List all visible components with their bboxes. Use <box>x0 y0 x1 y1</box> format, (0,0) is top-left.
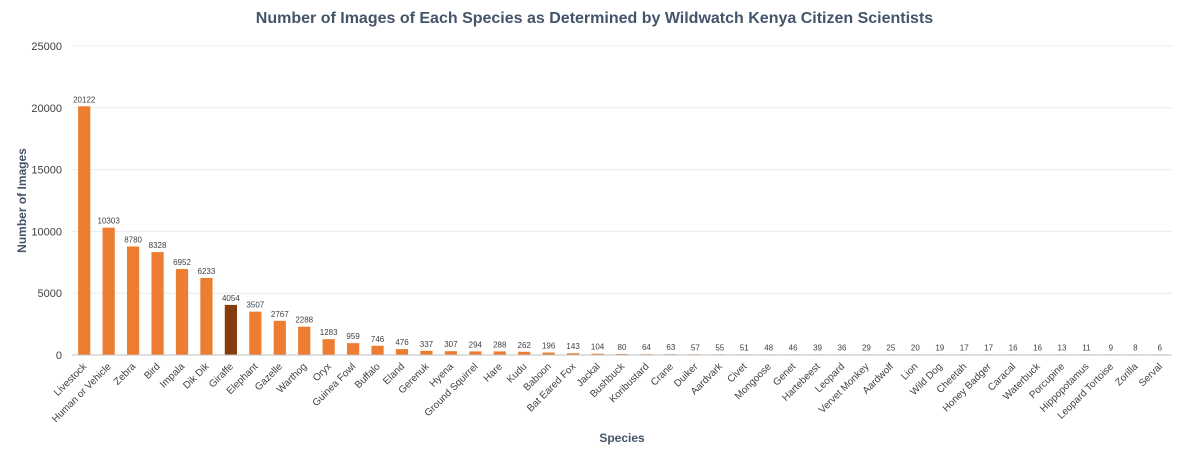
bars <box>78 106 1166 355</box>
data-label: 10303 <box>98 217 121 226</box>
data-label: 3507 <box>246 301 264 310</box>
data-label: 262 <box>518 341 532 350</box>
x-axis-title: Species <box>599 431 645 445</box>
data-label: 476 <box>395 338 409 347</box>
x-tick-label: Zorilla <box>1113 361 1140 388</box>
bar <box>78 106 91 355</box>
data-label: 48 <box>764 343 773 352</box>
data-label: 4054 <box>222 294 240 303</box>
data-label: 746 <box>371 335 385 344</box>
data-label: 64 <box>642 343 651 352</box>
gridlines <box>72 45 1172 294</box>
y-tick-label: 0 <box>56 350 62 362</box>
y-tick-label: 5000 <box>38 288 62 300</box>
bar <box>249 311 262 355</box>
x-tick-label: Crane <box>649 361 676 388</box>
data-label: 8328 <box>149 241 167 250</box>
y-axis-ticks: 0 5000 10000 15000 20000 25000 <box>31 41 62 362</box>
bar <box>151 252 164 355</box>
x-tick-label: Hare <box>482 361 505 384</box>
data-label: 6233 <box>198 267 216 276</box>
data-label: 6952 <box>173 258 191 267</box>
data-label: 17 <box>984 343 993 352</box>
data-label: 36 <box>838 343 847 352</box>
x-tick-label: Buffalo <box>353 361 383 391</box>
data-label: 19 <box>935 343 944 352</box>
bar <box>224 304 237 355</box>
data-label: 16 <box>1033 343 1042 352</box>
data-label: 17 <box>960 343 969 352</box>
bar <box>469 351 482 355</box>
data-label: 13 <box>1058 343 1067 352</box>
data-label: 1283 <box>320 328 338 337</box>
data-label: 6 <box>1158 343 1163 352</box>
bar <box>395 349 409 355</box>
y-tick-label: 10000 <box>31 226 62 238</box>
bar <box>567 353 580 355</box>
bar <box>175 269 189 355</box>
bar <box>518 351 531 355</box>
data-label: 57 <box>691 343 700 352</box>
bar <box>371 345 384 355</box>
data-label: 29 <box>862 343 871 352</box>
y-tick-label: 15000 <box>31 165 62 177</box>
x-tick-label: Bird <box>142 361 162 381</box>
data-label: 8780 <box>124 235 142 244</box>
data-label: 143 <box>566 342 580 351</box>
x-tick-label: Zebra <box>112 361 139 388</box>
bar <box>322 339 335 355</box>
bar <box>420 350 433 355</box>
data-label: 55 <box>715 343 724 352</box>
y-tick-label: 25000 <box>31 41 62 53</box>
data-label: 63 <box>666 343 675 352</box>
bar <box>591 353 604 355</box>
data-label: 294 <box>469 340 483 349</box>
data-label: 104 <box>591 343 605 352</box>
data-label: 959 <box>346 332 360 341</box>
chart-title: Number of Images of Each Species as Dete… <box>255 10 934 27</box>
data-label: 46 <box>789 343 798 352</box>
data-label: 80 <box>618 343 627 352</box>
data-label: 16 <box>1009 343 1018 352</box>
data-label: 8 <box>1133 343 1138 352</box>
data-label: 337 <box>420 340 434 349</box>
data-label: 2767 <box>271 310 289 319</box>
bar <box>298 326 311 355</box>
bar <box>102 227 115 355</box>
bar <box>444 351 457 355</box>
data-label: 51 <box>740 343 749 352</box>
bar <box>347 343 360 355</box>
bar <box>273 320 286 355</box>
x-tick-label: Dik Dik <box>181 361 212 392</box>
data-label: 288 <box>493 340 507 349</box>
data-label: 307 <box>444 340 458 349</box>
bar <box>127 246 140 355</box>
data-label: 25 <box>886 343 895 352</box>
x-tick-label: Lion <box>899 361 920 382</box>
data-label: 39 <box>813 343 822 352</box>
data-label: 11 <box>1082 343 1091 352</box>
bar <box>200 277 213 355</box>
data-label: 196 <box>542 342 556 351</box>
bar <box>542 352 555 355</box>
y-axis-title: Number of Images <box>15 148 29 253</box>
x-tick-label: Serval <box>1137 361 1165 389</box>
y-tick-label: 20000 <box>31 103 62 115</box>
data-label: 2288 <box>295 316 313 325</box>
bar <box>493 351 506 355</box>
data-label: 9 <box>1109 343 1114 352</box>
data-label: 20 <box>911 343 920 352</box>
data-label: 20122 <box>73 95 96 104</box>
